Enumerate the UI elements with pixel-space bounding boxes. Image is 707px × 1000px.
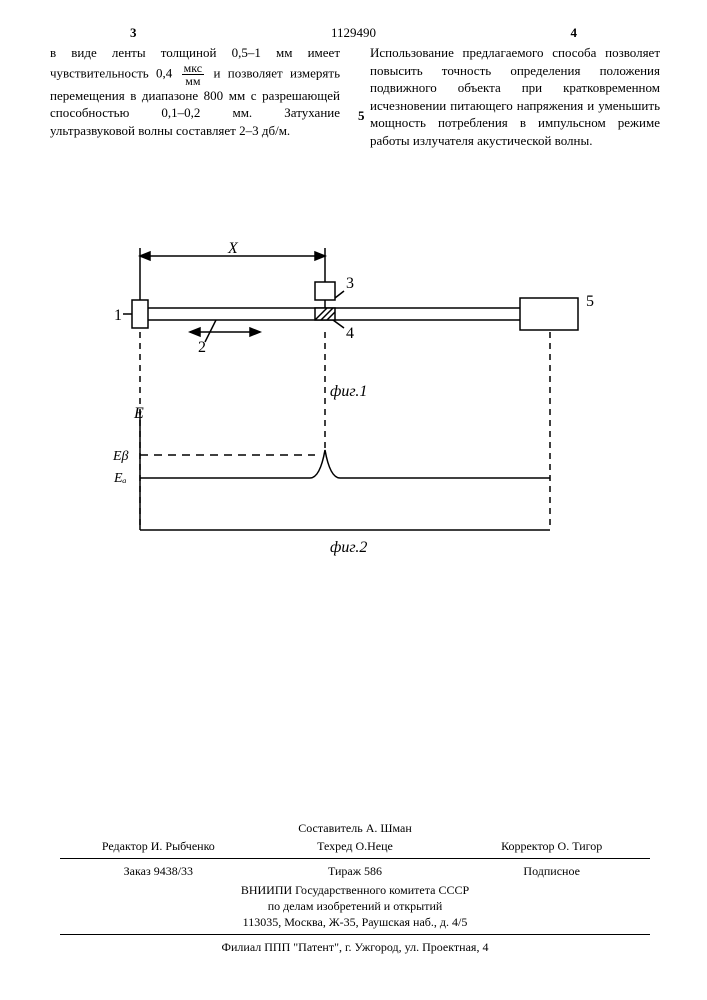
editor: Редактор И. Рыбченко <box>60 838 257 854</box>
label-3: 3 <box>346 275 354 292</box>
compiler: Составитель А. Шман <box>60 820 650 836</box>
dim-label-x: X <box>227 240 239 257</box>
org-line-2: по делам изобретений и открытий <box>60 898 650 914</box>
sensitivity-fraction: мкс мм <box>182 62 204 87</box>
right-column: Использование предлагаемого способа позв… <box>370 44 660 149</box>
label-2: 2 <box>198 339 206 356</box>
tirazh: Тираж 586 <box>257 863 454 879</box>
podpis: Подписное <box>453 863 650 879</box>
y-axis-label: E <box>133 405 144 422</box>
org-line-1: ВНИИПИ Государственного комитета СССР <box>60 882 650 898</box>
page-num-right: 4 <box>571 24 578 42</box>
left-column: в виде ленты толщиной 0,5–1 мм имеет чув… <box>50 44 340 139</box>
rule-1 <box>60 858 650 859</box>
line-number-5: 5 <box>358 107 365 125</box>
figure-block: X 1 2 3 4 5 фиг.1 E Eβ Eₐ фиг.2 <box>90 240 610 560</box>
address: 113035, Москва, Ж-35, Раушская наб., д. … <box>60 914 650 930</box>
e-beta-label: Eβ <box>112 449 129 464</box>
order-row: Заказ 9438/33 Тираж 586 Подписное <box>60 863 650 879</box>
fig2-caption: фиг.2 <box>330 539 367 556</box>
doc-number: 1129490 <box>0 24 707 42</box>
label-5: 5 <box>586 293 594 310</box>
label-1: 1 <box>114 307 122 324</box>
rule-2 <box>60 934 650 935</box>
credits-row: Редактор И. Рыбченко Техред О.Неце Корре… <box>60 838 650 854</box>
label-4: 4 <box>346 325 354 342</box>
imprint-block: Составитель А. Шман Редактор И. Рыбченко… <box>60 820 650 955</box>
corrector: Корректор О. Тигор <box>453 838 650 854</box>
frac-num: мкс <box>182 62 204 75</box>
techred: Техред О.Неце <box>257 838 454 854</box>
fig1-caption: фиг.1 <box>330 383 367 400</box>
frac-den: мм <box>182 75 204 87</box>
order: Заказ 9438/33 <box>60 863 257 879</box>
branch: Филиал ППП "Патент", г. Ужгород, ул. Про… <box>60 939 650 955</box>
e0-label: Eₐ <box>113 471 127 486</box>
